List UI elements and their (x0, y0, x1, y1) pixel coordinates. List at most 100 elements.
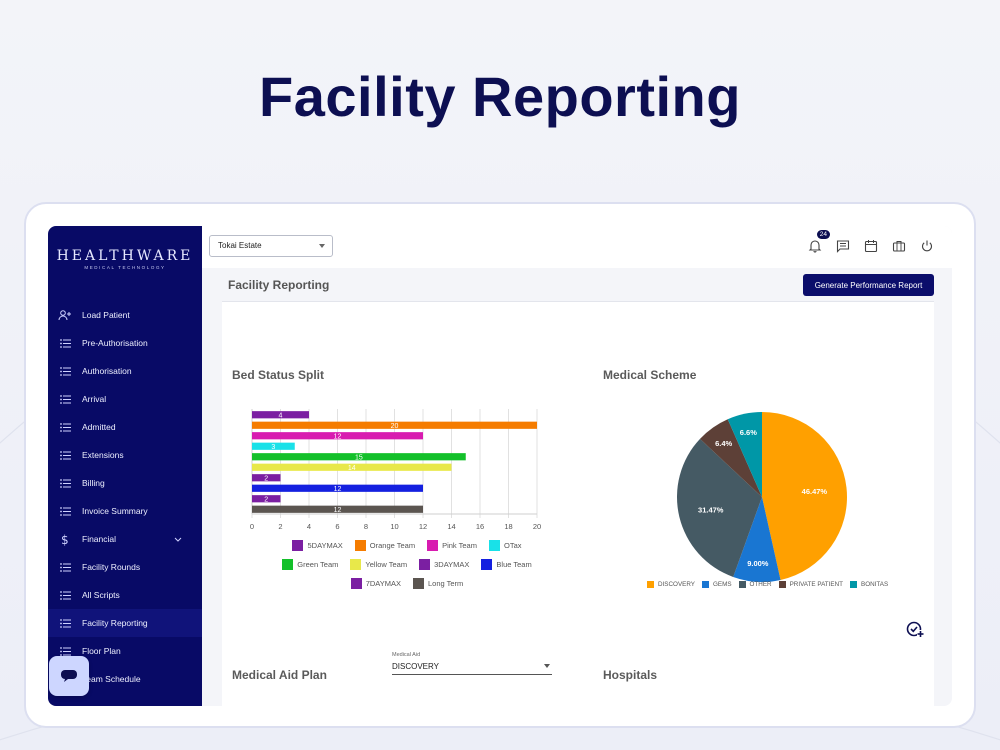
sidebar-item-financial[interactable]: $ Financial (48, 525, 202, 553)
calendar-button[interactable] (862, 237, 880, 255)
notifications-button[interactable]: 24 (806, 230, 830, 255)
power-button[interactable] (918, 237, 936, 255)
list-icon (58, 476, 72, 490)
bar-value-label: 3 (271, 444, 275, 451)
legend-label: 7DAYMAX (365, 579, 401, 588)
sidebar-item-billing[interactable]: Billing (48, 469, 202, 497)
bar-pink-team[interactable] (252, 432, 423, 440)
legend-item[interactable]: Blue Team (481, 559, 532, 570)
legend-swatch (738, 581, 746, 588)
list-icon (58, 392, 72, 406)
chat-icon (61, 670, 77, 682)
bar-long-term[interactable] (252, 505, 423, 513)
caret-down-icon (544, 664, 550, 668)
bar-otax[interactable] (252, 442, 295, 450)
sidebar-item-extensions[interactable]: Extensions (48, 441, 202, 469)
legend-swatch (647, 581, 654, 588)
bar-yellow-team[interactable] (252, 463, 452, 471)
logo-subtitle: MEDICAL TECHNOLOGY (84, 265, 166, 270)
chat-button[interactable] (49, 656, 89, 696)
legend-row: 5DAYMAX Orange Team Pink Team OTax (242, 540, 572, 551)
x-tick-label: 4 (307, 522, 311, 531)
report-content: Facility Reporting Generate Performance … (222, 268, 934, 706)
legend-item[interactable]: PRIVATE PATIENT (778, 581, 843, 588)
estate-select[interactable]: Tokai Estate (209, 235, 333, 257)
x-tick-label: 8 (364, 522, 368, 531)
bar-5daymax[interactable] (252, 411, 309, 419)
legend-swatch (488, 540, 500, 551)
slice-gems[interactable] (733, 497, 781, 582)
hero-title: Facility Reporting (259, 65, 741, 128)
slice-private-patient[interactable] (700, 419, 762, 497)
medical-aid-value: DISCOVERY (392, 658, 552, 675)
x-tick-label: 12 (419, 522, 427, 531)
sidebar-item-arrival[interactable]: Arrival (48, 385, 202, 413)
legend-item[interactable]: Green Team (282, 559, 338, 570)
sidebar-item-label: Team Schedule (82, 674, 141, 684)
legend-label: OTHER (749, 581, 772, 588)
add-task-button[interactable] (906, 620, 924, 643)
legend-item[interactable]: OTax (488, 540, 522, 551)
legend-item[interactable]: Pink Team (427, 540, 477, 551)
legend-label: 3DAYMAX (434, 560, 470, 569)
bar-3daymax[interactable] (252, 474, 281, 482)
briefcase-button[interactable] (890, 237, 908, 255)
legend-swatch (778, 581, 786, 588)
slice-bonitas[interactable] (727, 412, 762, 497)
sidebar-item-load-patient[interactable]: Load Patient (48, 301, 202, 329)
legend-label: DISCOVERY (658, 581, 695, 588)
legend-swatch (481, 559, 493, 570)
main-area: Tokai Estate 24 (202, 226, 952, 706)
bar-value-label: 2 (264, 496, 268, 503)
bar-orange-team[interactable] (252, 421, 537, 429)
x-tick-label: 10 (390, 522, 398, 531)
legend-item[interactable]: 7DAYMAX (350, 578, 401, 589)
legend-label: GEMS (712, 581, 732, 588)
bar-green-team[interactable] (252, 453, 466, 461)
generate-report-button[interactable]: Generate Performance Report (803, 274, 934, 296)
page-header: Facility Reporting Generate Performance … (222, 268, 934, 302)
legend-item[interactable]: Orange Team (354, 540, 416, 551)
messages-button[interactable] (834, 237, 852, 255)
sidebar-item-label: Facility Rounds (82, 562, 141, 572)
sidebar-item-floor-plan[interactable]: Floor Plan (48, 637, 202, 665)
sidebar-item-pre-authorisation[interactable]: Pre-Authorisation (48, 329, 202, 357)
bar-blue-team[interactable] (252, 484, 423, 492)
sidebar-item-label: Pre-Authorisation (82, 338, 148, 348)
slice-other[interactable] (677, 438, 762, 577)
legend-item[interactable]: Long Term (412, 578, 463, 589)
bar-7daymax[interactable] (252, 495, 281, 503)
legend-swatch (419, 559, 431, 570)
medical-scheme-chart: 46.47% 9.00% 31.47% 6.4% 6.6% (677, 412, 847, 582)
sidebar-item-invoice-summary[interactable]: Invoice Summary (48, 497, 202, 525)
sidebar-item-label: Extensions (82, 450, 124, 460)
bar-value-label: 15 (355, 454, 363, 461)
slice-label: 9.00% (747, 559, 769, 568)
sidebar-item-all-scripts[interactable]: All Scripts (48, 581, 202, 609)
bell-icon (808, 240, 822, 253)
legend-label: Orange Team (369, 541, 416, 550)
legend-item[interactable]: 5DAYMAX (292, 540, 343, 551)
legend-item[interactable]: 3DAYMAX (419, 559, 469, 570)
sidebar-item-authorisation[interactable]: Authorisation (48, 357, 202, 385)
slice-discovery[interactable] (762, 412, 847, 580)
legend-item[interactable]: GEMS (701, 581, 732, 588)
svg-text:$: $ (61, 533, 69, 546)
sidebar-item-facility-reporting[interactable]: Facility Reporting (48, 609, 202, 637)
notification-badge: 24 (816, 230, 830, 239)
legend-item[interactable]: OTHER (738, 581, 772, 588)
sidebar-item-facility-rounds[interactable]: Facility Rounds (48, 553, 202, 581)
legend-item[interactable]: DISCOVERY (647, 581, 695, 588)
list-icon (58, 420, 72, 434)
message-icon (836, 240, 850, 253)
legend-item[interactable]: Yellow Team (350, 559, 407, 570)
legend-swatch (427, 540, 439, 551)
bar-value-label: 12 (334, 433, 342, 440)
sidebar-item-admitted[interactable]: Admitted (48, 413, 202, 441)
x-tick-label: 2 (278, 522, 282, 531)
legend-item[interactable]: BONITAS (850, 581, 888, 588)
legend-label: PRIVATE PATIENT (789, 581, 843, 588)
calendar-icon (864, 240, 878, 253)
medical-aid-select[interactable]: Medical Aid DISCOVERY (392, 652, 552, 675)
caret-down-icon (319, 244, 325, 248)
